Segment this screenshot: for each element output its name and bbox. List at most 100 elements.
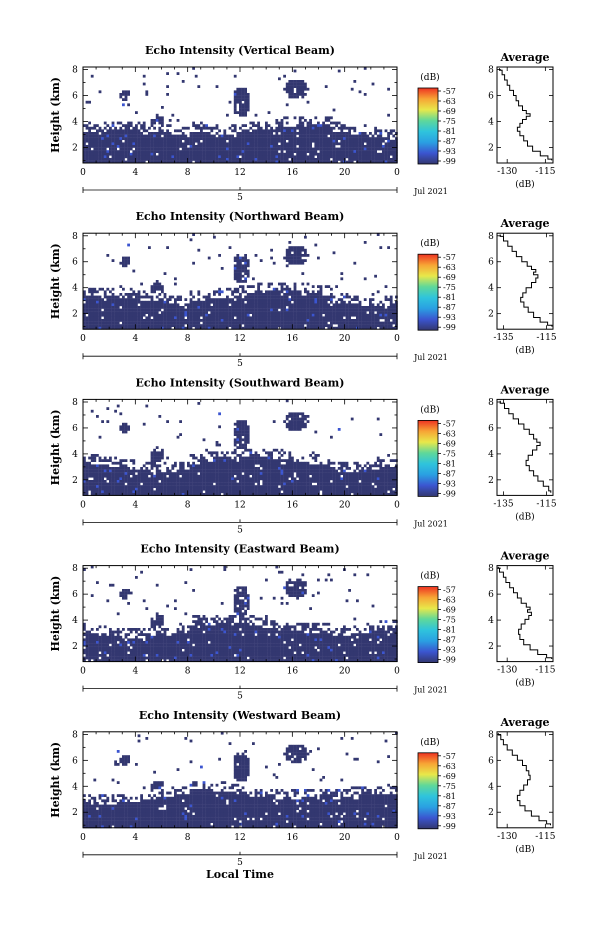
heatmap-cell — [109, 142, 112, 146]
heatmap-cell — [231, 326, 234, 330]
heatmap-cell — [324, 158, 328, 161]
heatmap-cell — [135, 303, 138, 307]
heatmap-cell — [304, 308, 307, 312]
heatmap-cell — [213, 235, 216, 239]
heatmap-cell — [119, 300, 123, 304]
heatmap-cell — [262, 474, 266, 478]
heatmap-cell — [244, 474, 247, 478]
heatmap-cell — [272, 152, 276, 156]
heatmap-cell — [129, 306, 133, 309]
heatmap-cell — [202, 474, 206, 478]
heatmap-cell — [244, 95, 247, 99]
heatmap-cell — [135, 485, 138, 488]
heatmap-cell — [184, 480, 188, 483]
heatmap-cell — [228, 137, 232, 140]
heatmap-cell — [153, 461, 156, 465]
heatmap-cell — [142, 134, 146, 138]
heatmap-cell — [96, 147, 99, 151]
heatmap-cell — [301, 319, 305, 322]
heatmap-cell — [241, 93, 245, 96]
x-tick-label: 20 — [339, 168, 351, 178]
heatmap-cell — [350, 311, 354, 314]
heatmap-cell — [252, 306, 255, 309]
heatmap-cell — [275, 147, 279, 151]
heatmap-cell — [376, 129, 380, 133]
heatmap-cell — [205, 160, 208, 164]
heatmap-cell — [109, 295, 112, 299]
heatmap-cell — [343, 142, 346, 146]
heatmap-cell — [353, 324, 357, 327]
heatmap-cell — [275, 472, 279, 475]
heatmap-cell — [353, 145, 357, 148]
heatmap-cell — [389, 313, 393, 317]
heatmap-cell — [262, 459, 266, 462]
heatmap-cell — [194, 467, 198, 470]
heatmap-cell — [226, 451, 229, 455]
heatmap-cell — [337, 303, 341, 307]
heatmap-cell — [98, 300, 102, 304]
heatmap-cell — [343, 150, 346, 153]
heatmap-cell — [96, 142, 99, 146]
heatmap-cell — [270, 306, 273, 309]
heatmap-cell — [231, 469, 234, 473]
heatmap-cell — [194, 300, 198, 304]
heatmap-cell — [124, 147, 128, 151]
heatmap-cell — [285, 116, 289, 120]
heatmap-cell — [244, 277, 247, 281]
heatmap-cell — [158, 326, 162, 330]
heatmap-cell — [324, 142, 328, 146]
heatmap-cell — [288, 451, 292, 455]
heatmap-cell — [241, 129, 245, 133]
heatmap-cell — [301, 326, 305, 330]
heatmap-cell — [272, 287, 276, 291]
heatmap-cell — [332, 155, 336, 159]
heatmap-cell — [304, 139, 307, 143]
heatmap-cell — [142, 485, 146, 488]
heatmap-cell — [270, 472, 273, 475]
heatmap-cell — [176, 326, 180, 330]
heatmap-cell — [236, 430, 240, 434]
heatmap-cell — [304, 295, 307, 299]
heatmap-cell — [119, 285, 123, 288]
heatmap-cell — [111, 300, 115, 304]
heatmap-cell — [293, 295, 297, 299]
heatmap-cell — [296, 316, 299, 320]
heatmap-cell — [140, 134, 143, 138]
heatmap-cell — [213, 324, 216, 327]
heatmap-cell — [189, 306, 193, 309]
heatmap-cell — [194, 313, 198, 317]
heatmap-cell — [150, 321, 154, 325]
heatmap-cell — [127, 319, 130, 322]
heatmap-cell — [233, 485, 237, 488]
heatmap-cell — [145, 321, 149, 325]
heatmap-cell — [366, 145, 370, 148]
heatmap-cell — [148, 477, 151, 481]
heatmap-cell — [88, 287, 91, 291]
heatmap-cell — [337, 324, 341, 327]
heatmap-cell — [135, 293, 138, 296]
heatmap-cell — [231, 311, 234, 314]
heatmap-cell — [309, 134, 312, 138]
heatmap-cell — [270, 150, 273, 153]
heatmap-cell — [148, 321, 151, 325]
heatmap-cell — [291, 303, 294, 307]
heatmap-cell — [109, 303, 112, 307]
heatmap-cell — [272, 306, 276, 309]
heatmap-cell — [306, 126, 310, 130]
heatmap-cell — [291, 412, 294, 416]
heatmap-cell — [122, 295, 125, 299]
heatmap-cell — [142, 487, 146, 491]
heatmap-cell — [249, 145, 253, 148]
heatmap-cell — [226, 467, 229, 470]
heatmap-cell — [330, 116, 333, 120]
heatmap-cell — [220, 319, 224, 322]
heatmap-cell — [197, 293, 201, 296]
heatmap-cell — [119, 293, 123, 296]
heatmap-cell — [114, 487, 117, 491]
heatmap-cell — [288, 306, 292, 309]
heatmap-cell — [353, 321, 357, 325]
heatmap-cell — [101, 487, 104, 491]
heatmap-cell — [246, 142, 250, 146]
heatmap-cell — [207, 300, 211, 304]
heatmap-cell — [119, 150, 123, 153]
